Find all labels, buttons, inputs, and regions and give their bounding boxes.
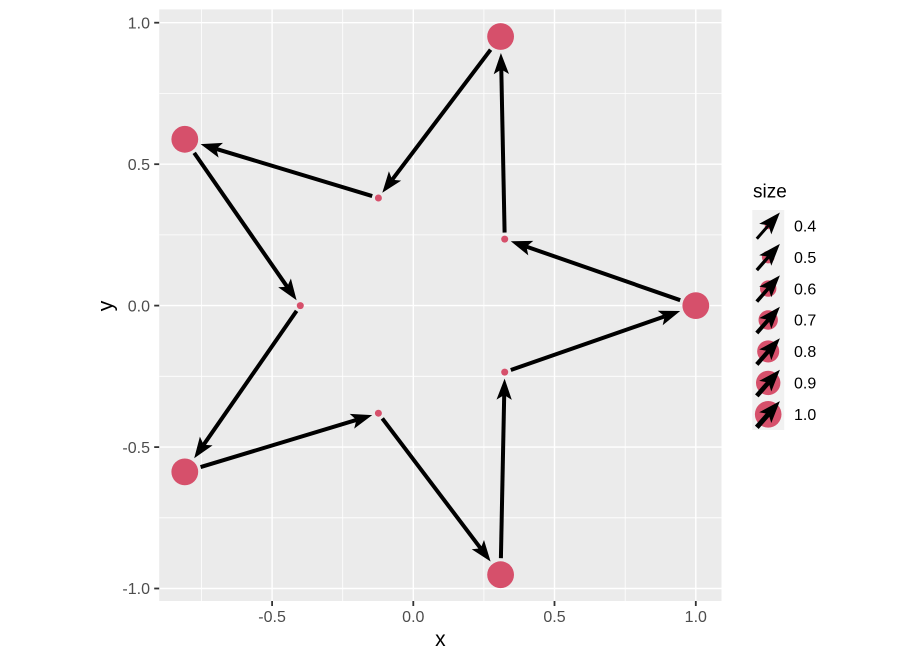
svg-text:1.0: 1.0 <box>128 15 150 32</box>
svg-text:0.0: 0.0 <box>128 298 150 315</box>
svg-text:0.5: 0.5 <box>794 250 816 267</box>
svg-text:size: size <box>753 182 787 203</box>
svg-text:0.6: 0.6 <box>794 281 816 298</box>
svg-text:-1.0: -1.0 <box>122 581 150 598</box>
svg-text:-0.5: -0.5 <box>258 609 286 626</box>
svg-text:x: x <box>435 628 446 651</box>
svg-text:0.5: 0.5 <box>128 157 150 174</box>
svg-text:y: y <box>94 300 117 311</box>
svg-text:-0.5: -0.5 <box>122 440 150 457</box>
svg-text:0.4: 0.4 <box>794 218 816 235</box>
svg-text:0.5: 0.5 <box>543 609 565 626</box>
svg-text:1.0: 1.0 <box>685 609 707 626</box>
svg-text:1.0: 1.0 <box>794 407 816 424</box>
svg-text:0.0: 0.0 <box>402 609 424 626</box>
svg-text:0.9: 0.9 <box>794 376 816 393</box>
svg-text:0.7: 0.7 <box>794 313 816 330</box>
svg-text:0.8: 0.8 <box>794 344 816 361</box>
